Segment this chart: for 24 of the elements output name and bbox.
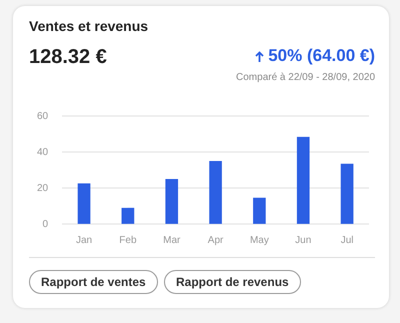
text: Rapport de ventes — [29, 270, 158, 294]
x-tick-label: Apr — [208, 234, 224, 246]
y-tick-label: 40 — [37, 146, 49, 158]
y-tick-label: 20 — [37, 182, 49, 194]
bar — [209, 161, 222, 224]
x-tick-label: Jun — [295, 234, 312, 246]
text: Comparé à 22/09 - 28/09, 2020 — [236, 72, 375, 83]
bar — [165, 179, 178, 224]
x-tick-label: May — [250, 234, 269, 246]
bar — [340, 164, 354, 224]
bar — [78, 183, 90, 224]
x-tick-label: Mar — [163, 234, 181, 246]
text: 128.32 € — [29, 46, 107, 69]
chart-title: Ventes et revenus — [29, 18, 148, 34]
y-tick-label: 60 — [37, 110, 49, 122]
y-tick-label: 0 — [42, 218, 49, 230]
x-tick-label: Jan — [76, 234, 92, 246]
x-tick-label: Jul — [340, 234, 354, 246]
x-tick-label: Feb — [119, 234, 137, 246]
bar — [296, 136, 310, 224]
text: Rapport de revenus — [164, 270, 301, 294]
bar — [253, 198, 266, 224]
text: 50% (64.00 €) — [268, 46, 375, 66]
bar — [122, 208, 134, 224]
